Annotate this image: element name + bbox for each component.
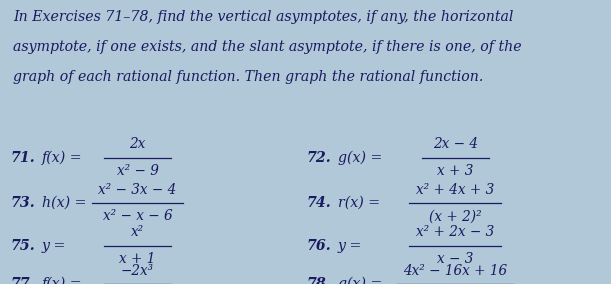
Text: x² + 2x − 3: x² + 2x − 3	[416, 225, 494, 239]
Text: 78.: 78.	[307, 277, 331, 284]
Text: x² − 9: x² − 9	[117, 164, 158, 178]
Text: asymptote, if one exists, and the slant asymptote, if there is one, of the: asymptote, if one exists, and the slant …	[13, 40, 522, 54]
Text: (x + 2)²: (x + 2)²	[429, 209, 481, 223]
Text: −2x³: −2x³	[121, 264, 154, 278]
Text: r(x) =: r(x) =	[338, 196, 380, 210]
Text: g(x) =: g(x) =	[338, 277, 382, 284]
Text: x + 3: x + 3	[437, 164, 474, 178]
Text: h(x) =: h(x) =	[42, 196, 86, 210]
Text: 73.: 73.	[11, 196, 35, 210]
Text: y =: y =	[42, 239, 66, 253]
Text: 77.: 77.	[11, 277, 35, 284]
Text: x²: x²	[131, 225, 144, 239]
Text: graph of each rational function. Then graph the rational function.: graph of each rational function. Then gr…	[13, 70, 484, 83]
Text: 2x − 4: 2x − 4	[433, 137, 478, 151]
Text: x² + 4x + 3: x² + 4x + 3	[416, 183, 494, 197]
Text: x² − 3x − 4: x² − 3x − 4	[98, 183, 177, 197]
Text: x − 3: x − 3	[437, 252, 474, 266]
Text: In Exercises 71–78, find the vertical asymptotes, if any, the horizontal: In Exercises 71–78, find the vertical as…	[13, 10, 514, 24]
Text: f(x) =: f(x) =	[42, 151, 82, 165]
Text: x² − x − 6: x² − x − 6	[103, 209, 172, 223]
Text: 71.: 71.	[11, 151, 35, 165]
Text: x + 1: x + 1	[119, 252, 156, 266]
Text: 74.: 74.	[307, 196, 331, 210]
Text: 4x² − 16x + 16: 4x² − 16x + 16	[403, 264, 507, 278]
Text: 2x: 2x	[130, 137, 145, 151]
Text: g(x) =: g(x) =	[338, 151, 382, 165]
Text: 75.: 75.	[11, 239, 35, 253]
Text: y =: y =	[338, 239, 362, 253]
Text: 72.: 72.	[307, 151, 331, 165]
Text: 76.: 76.	[307, 239, 331, 253]
Text: f(x) =: f(x) =	[42, 277, 82, 284]
